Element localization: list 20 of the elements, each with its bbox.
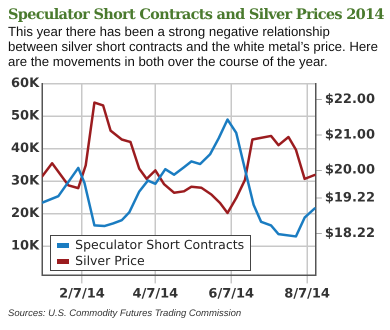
x-tick-label: 8/7/14 (284, 286, 330, 302)
x-tick-label: 4/7/14 (132, 286, 178, 302)
x-tick-label: 6/7/14 (208, 286, 254, 302)
y2-tick-label: $20.00 (324, 162, 376, 178)
legend-label: Silver Price (75, 253, 145, 270)
y-tick-label: 10K (10, 238, 40, 254)
y2-tick-label: $18.22 (324, 226, 376, 241)
y-tick-label: 20K (10, 206, 40, 222)
y-tick-label: 60K (10, 76, 40, 92)
y2-tick-label: $19.22 (324, 190, 376, 206)
legend-label: Speculator Short Contracts (75, 237, 244, 254)
chart-title: Speculator Short Contracts and Silver Prices 2014 (8, 6, 384, 23)
y2-tick-label: $22.00 (324, 92, 376, 107)
y-tick-label: 40K (10, 141, 40, 156)
x-tick-label: 2/7/14 (59, 286, 105, 302)
chart-subtitle: This year there has been a strong negative relationship between silver short contracts and the white metal’s price. Here are the movements in both over the course of the year. (8, 24, 379, 69)
y2-tick-label: $21.00 (324, 127, 376, 142)
y-tick-label: 50K (10, 108, 40, 124)
source-note: Sources: U.S. Commodity Futures Trading Commission (8, 308, 242, 319)
y-tick-label: 30K (10, 174, 40, 189)
